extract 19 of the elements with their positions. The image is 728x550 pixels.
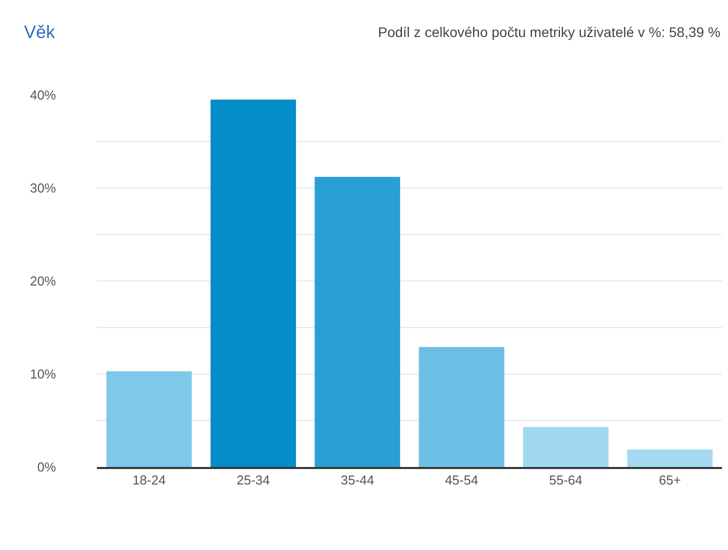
chart-title: Věk: [24, 22, 56, 42]
y-tick-label: 10%: [30, 366, 56, 382]
bar: [523, 427, 608, 467]
y-tick-label: 30%: [30, 180, 56, 196]
x-tick-label: 65+: [658, 472, 681, 488]
bar: [418, 347, 504, 467]
x-tick-label: 35-44: [340, 472, 374, 488]
y-tick-label: 40%: [30, 88, 56, 103]
y-tick-label: 20%: [30, 274, 56, 289]
x-tick-label: 45-54: [444, 472, 478, 488]
bar: [314, 176, 400, 467]
x-tick-label: 25-34: [236, 472, 270, 488]
y-tick-label: 0%: [37, 460, 56, 475]
x-tick-label: 55-64: [549, 472, 582, 488]
x-tick-label: 18-24: [132, 472, 166, 488]
bar: [106, 371, 192, 467]
bar: [627, 449, 713, 467]
chart-subtitle: Podíl z celkového počtu metriky uživatelé v %: 58,39 %: [378, 24, 720, 40]
bar: [210, 100, 296, 467]
